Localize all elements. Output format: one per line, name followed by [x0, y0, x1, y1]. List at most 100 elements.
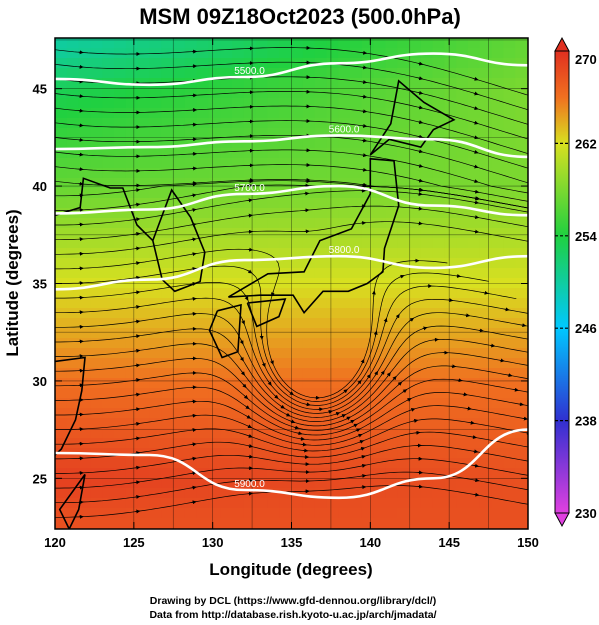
temperature-cell	[527, 338, 528, 349]
temperature-cell	[468, 458, 481, 469]
temperature-cell	[432, 168, 445, 179]
streamline-arrow	[473, 463, 480, 468]
temperature-cell	[515, 448, 528, 459]
temperature-cell	[385, 358, 398, 369]
temperature-cell	[373, 78, 386, 89]
temperature-cell	[350, 128, 363, 139]
temperature-cell	[491, 98, 504, 109]
temperature-cell	[279, 98, 292, 109]
temperature-cell	[385, 48, 398, 59]
temperature-cell	[527, 448, 528, 459]
temperature-cell	[137, 508, 150, 519]
temperature-cell	[161, 388, 174, 399]
temperature-cell	[267, 88, 280, 99]
temperature-cell	[444, 168, 457, 179]
temperature-cell	[196, 128, 209, 139]
temperature-cell	[267, 38, 280, 49]
temperature-cell	[444, 388, 457, 399]
temperature-cell	[55, 438, 68, 449]
temperature-cell	[137, 248, 150, 259]
temperature-cell	[373, 368, 386, 379]
temperature-cell	[350, 138, 363, 149]
temperature-cell	[326, 308, 339, 319]
temperature-cell	[373, 458, 386, 469]
x-axis-label: Longitude (degrees)	[209, 560, 372, 579]
temperature-cell	[302, 248, 316, 259]
temperature-cell	[208, 468, 221, 479]
temperature-cell	[149, 338, 162, 349]
temperature-cell	[291, 98, 304, 109]
temperature-cell	[220, 298, 233, 309]
temperature-cell	[55, 408, 68, 419]
temperature-cell	[385, 288, 398, 299]
temperature-cell	[491, 488, 504, 499]
streamline-arrow	[473, 120, 479, 125]
streamline-arrow	[242, 383, 247, 389]
temperature-cell	[184, 248, 198, 259]
streamline-arrow	[305, 402, 311, 407]
temperature-cell	[314, 468, 327, 479]
temperature-cell	[361, 78, 375, 89]
temperature-cell	[456, 298, 469, 309]
temperature-cell	[291, 488, 304, 499]
temperature-cell	[208, 458, 221, 469]
temperature-cell	[102, 218, 115, 229]
temperature-cell	[326, 268, 339, 279]
temperature-cell	[385, 168, 398, 179]
temperature-cell	[479, 368, 493, 379]
temperature-cell	[149, 38, 162, 49]
temperature-cell	[255, 368, 268, 379]
temperature-cell	[125, 418, 139, 429]
temperature-cell	[491, 78, 504, 89]
temperature-cell	[114, 208, 127, 219]
streamline	[55, 190, 528, 226]
temperature-cell	[114, 58, 127, 69]
temperature-cell	[409, 448, 422, 459]
temperature-cell	[326, 248, 339, 259]
temperature-cell	[432, 508, 445, 519]
temperature-cell	[90, 88, 103, 99]
streamline-arrow	[285, 412, 291, 417]
temperature-cell	[432, 448, 445, 459]
temperature-cell	[255, 178, 268, 189]
streamline-arrow	[349, 419, 355, 424]
temperature-cell	[373, 488, 386, 499]
temperature-cell	[90, 98, 103, 109]
streamline-arrow	[245, 405, 250, 410]
temperature-cell	[420, 478, 434, 489]
temperature-cell	[243, 308, 257, 319]
streamline-arrow	[239, 339, 244, 345]
temperature-cell	[432, 198, 445, 209]
temperature-cell	[302, 488, 316, 499]
temperature-cell	[55, 228, 68, 239]
streamline-arrow	[474, 492, 480, 497]
temperature-cell	[291, 348, 304, 359]
temperature-cell	[491, 48, 504, 59]
temperature-cell	[66, 228, 80, 239]
temperature-cell	[184, 108, 198, 119]
temperature-cell	[279, 288, 292, 299]
temperature-cell	[208, 488, 221, 499]
temperature-cell	[515, 438, 528, 449]
temperature-cell	[491, 418, 504, 429]
streamline-arrow	[362, 94, 368, 99]
temperature-cell	[503, 38, 516, 49]
temperature-cell	[220, 48, 233, 59]
temperature-cell	[255, 288, 268, 299]
temperature-cell	[137, 118, 150, 129]
temperature-cell	[491, 508, 504, 519]
temperature-cell	[397, 98, 410, 109]
temperature-cell	[314, 318, 327, 329]
streamline-arrow	[246, 414, 252, 419]
temperature-cell	[444, 148, 457, 159]
temperature-cell	[208, 128, 221, 139]
temperature-cell	[479, 378, 493, 389]
temperature-cell	[444, 218, 457, 229]
temperature-cell	[314, 308, 327, 319]
temperature-cell	[444, 98, 457, 109]
temperature-cell	[173, 38, 186, 49]
temperature-cell	[220, 408, 233, 419]
temperature-cell	[243, 438, 257, 449]
temperature-cell	[161, 68, 174, 79]
